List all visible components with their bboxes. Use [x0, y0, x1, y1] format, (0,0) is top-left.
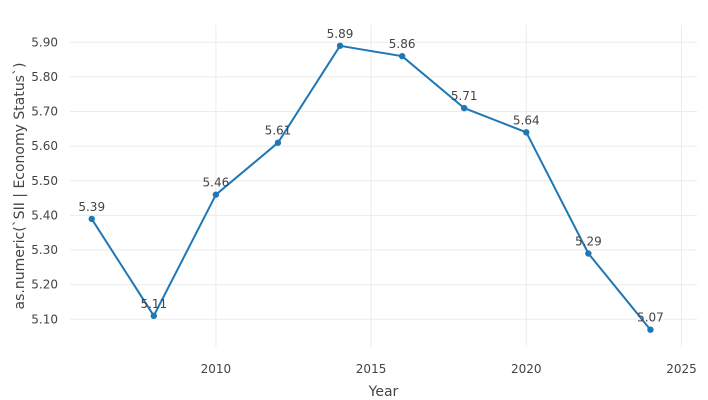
series-layer: [88, 42, 654, 333]
data-label: 5.46: [203, 176, 230, 190]
x-tick-label: 2010: [201, 362, 232, 376]
data-point[interactable]: [336, 42, 344, 49]
y-axis-title: as.numeric(`SII | Economy Status`): [12, 63, 28, 310]
data-label: 5.64: [513, 113, 540, 127]
y-tick-label: 5.50: [31, 174, 58, 188]
data-point[interactable]: [461, 104, 468, 112]
y-axis-ticks: 5.10 5.20 5.30 5.40 5.50 5.60 5.70 5.80 5.90: [31, 35, 58, 326]
data-point[interactable]: [398, 52, 406, 60]
data-label: 5.29: [575, 235, 602, 249]
data-label: 5.61: [265, 124, 292, 138]
y-tick-label: 5.60: [31, 139, 58, 153]
data-label: 5.07: [637, 311, 664, 325]
y-tick-label: 5.40: [31, 208, 58, 222]
y-tick-label: 5.80: [31, 70, 58, 84]
data-point[interactable]: [88, 215, 95, 223]
data-label: 5.86: [389, 37, 416, 51]
data-point[interactable]: [647, 326, 654, 333]
y-tick-label: 5.20: [31, 278, 58, 292]
data-label: 5.11: [140, 297, 167, 311]
x-tick-label: 2025: [666, 362, 697, 376]
x-tick-label: 2020: [511, 362, 542, 376]
y-tick-label: 5.70: [31, 105, 58, 119]
y-tick-label: 5.10: [31, 312, 58, 326]
data-point[interactable]: [150, 312, 158, 320]
data-point[interactable]: [274, 139, 282, 146]
data-labels: 5.39 5.11 5.46 5.61 5.89 5.86 5.71 5.64 5.29 5.07: [78, 27, 663, 325]
data-point[interactable]: [212, 191, 220, 198]
x-axis-ticks: 2010 2015 2020 2025: [201, 362, 697, 376]
x-tick-label: 2015: [356, 362, 387, 376]
data-point[interactable]: [523, 129, 530, 136]
data-label: 5.89: [327, 27, 354, 41]
y-tick-label: 5.90: [31, 35, 58, 49]
y-tick-label: 5.30: [31, 243, 58, 257]
grid-lines: [70, 25, 697, 347]
data-point[interactable]: [585, 250, 592, 257]
data-label: 5.71: [451, 89, 478, 103]
series-line: [90, 44, 652, 331]
data-label: 5.39: [78, 200, 105, 214]
x-axis-title: Year: [368, 384, 399, 400]
